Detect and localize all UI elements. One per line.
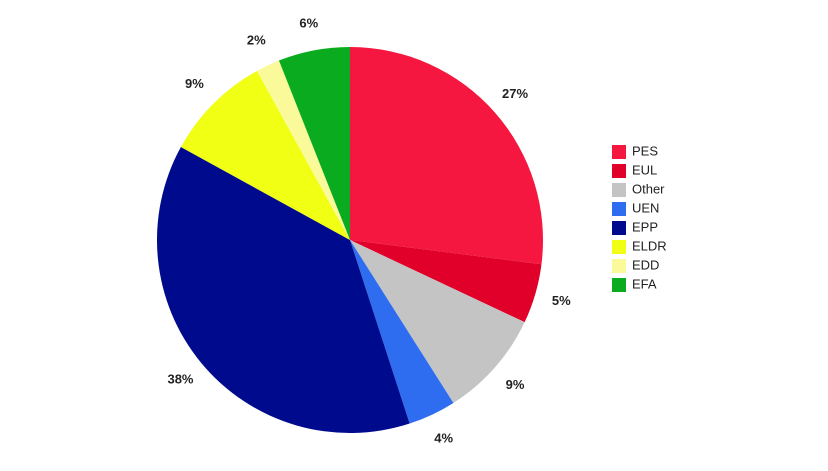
- legend-label: EUL: [632, 162, 657, 177]
- legend-label: ELDR: [632, 238, 667, 253]
- pie-slice: [350, 240, 454, 424]
- legend-label: UEN: [632, 200, 659, 215]
- data-label: 9%: [185, 76, 204, 91]
- pie-slice: [350, 240, 525, 403]
- legend-label: EPP: [632, 219, 658, 234]
- data-label: 6%: [299, 15, 318, 30]
- pie-slice: [350, 47, 544, 265]
- legend-swatch: [612, 259, 626, 273]
- pie-slice: [350, 240, 542, 323]
- legend-swatch: [612, 202, 626, 216]
- legend-label: EFA: [632, 276, 657, 291]
- legend-swatch: [612, 183, 626, 197]
- data-label: 2%: [247, 32, 266, 47]
- data-label: 27%: [502, 86, 528, 101]
- pie-slice: [278, 47, 350, 240]
- legend-swatch: [612, 145, 626, 159]
- legend-label: PES: [632, 143, 658, 158]
- pie-slice: [180, 70, 350, 241]
- data-label: 9%: [506, 377, 525, 392]
- legend-swatch: [612, 221, 626, 235]
- pie-slice: [157, 147, 410, 433]
- legend-swatch: [612, 278, 626, 292]
- legend-swatch: [612, 164, 626, 178]
- legend-label: EDD: [632, 257, 659, 272]
- legend-label: Other: [632, 181, 665, 196]
- data-label: 5%: [552, 293, 571, 308]
- data-label: 4%: [434, 430, 453, 445]
- pie-slice: [257, 60, 350, 241]
- data-label: 38%: [167, 372, 193, 387]
- legend-swatch: [612, 240, 626, 254]
